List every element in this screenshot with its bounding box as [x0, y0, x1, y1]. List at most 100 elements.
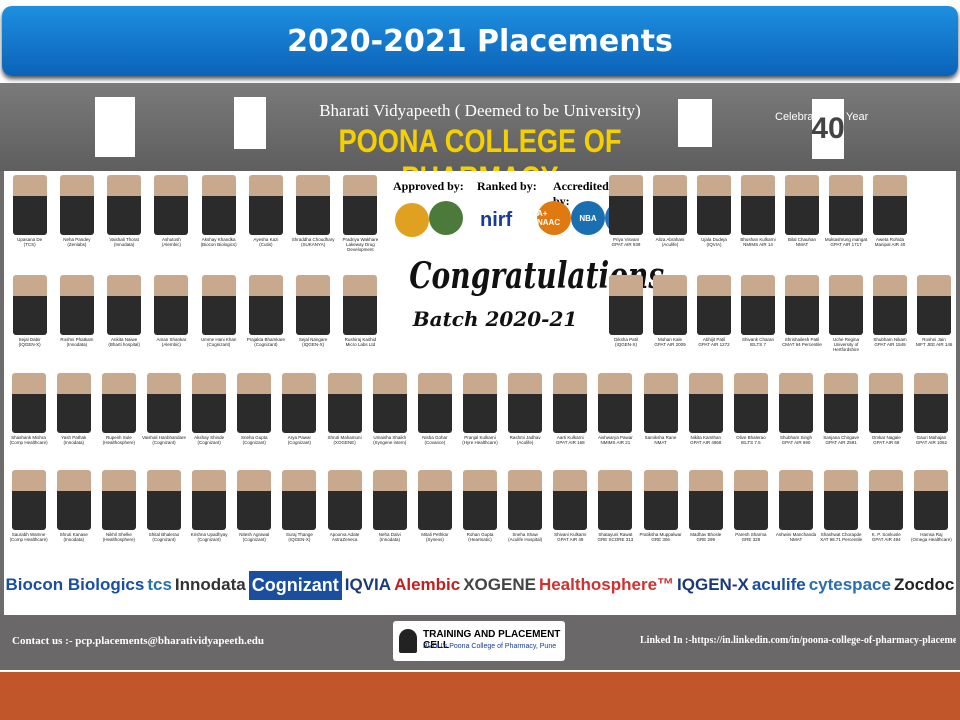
approval-logo — [395, 203, 429, 237]
student-name: Umaisha Shaikh — [373, 435, 407, 440]
recruiter: XOGENE — [463, 575, 536, 594]
student: Umaisha Shaikh (Syngene intern) — [367, 373, 412, 469]
student-placement: (Healthosphere) — [102, 440, 135, 445]
student-placement: NMAT — [789, 537, 803, 542]
student-name: Vaishali Thorat — [109, 237, 139, 242]
student-placement: GRE 299 — [696, 537, 715, 542]
student-name: Shivani Kulkarni — [554, 532, 587, 537]
photo — [56, 373, 91, 433]
student: Shashank Mishra (Comp Healthcare) — [6, 373, 51, 469]
student-name: Samiksha Rane — [644, 435, 677, 440]
student-placement: GRE SCORE 313 — [597, 537, 634, 542]
student-name: Shashwat Chorapde — [820, 532, 862, 537]
student-placement: Lakeway Drug Development — [345, 242, 375, 252]
photo — [146, 470, 181, 530]
recruiter: Cognizant — [248, 570, 342, 600]
footer: Contact us :- pcp.placements@bharatividy… — [0, 615, 960, 670]
student-name: Nikita Kamthan — [690, 435, 721, 440]
photo — [553, 470, 588, 530]
student: Shrishailesh Patil CMAT 94 Percentile — [780, 275, 824, 371]
photo — [914, 373, 949, 433]
student-name: Akshay Khandka — [201, 237, 236, 242]
student-placement: (SUKANYA) — [301, 242, 326, 247]
student: Aarti Kulkarni GPAT AIR 168 — [548, 373, 593, 469]
photo — [417, 470, 452, 530]
student-placement: (Covance) — [424, 440, 446, 445]
recruiter: Biocon Biologics — [5, 575, 145, 594]
photo — [11, 470, 46, 530]
student-placement: (Cognizant) — [152, 537, 176, 542]
student: Mitali Pethkar (Syneos) — [412, 470, 457, 566]
student-placement: GPAT AIR 2009 — [654, 342, 686, 347]
student-placement: GPAT AIR 1549 — [874, 342, 906, 347]
student: Sneha Shaw (Aculife Hospital) — [503, 470, 548, 566]
photo — [237, 373, 272, 433]
student: Rupesh Sule (Healthosphere) — [96, 373, 141, 469]
student-name: Bhushan Kulkarni — [740, 237, 776, 242]
student: Nikhil Shelke (Healthosphere) — [96, 470, 141, 566]
student: Nitesh Agrawal (Cognizant) — [232, 470, 277, 566]
student-name: Nikhil Shelke — [105, 532, 132, 537]
photo — [11, 373, 46, 433]
student-name: Vaishali Hanbhandare — [142, 435, 186, 440]
student: Shashwat Chorapde XAT 98.71 Percentile — [819, 470, 864, 566]
student-name: Ankita Naiwe — [110, 337, 138, 342]
photo — [282, 470, 317, 530]
photo — [733, 373, 768, 433]
student-name: Mohan Kale — [657, 337, 683, 342]
student-placement: (Biocon Biologics) — [200, 242, 237, 247]
student: K. P. Sonkusle GPAT AIR 494 — [864, 470, 909, 566]
student: Vaishali Thorat (Innodata) — [101, 175, 148, 271]
student: Ashutosh (Alembic) — [148, 175, 195, 271]
batch: Batch 2020-21 — [412, 307, 578, 331]
student: Akshay Shinde (Cognizant) — [187, 373, 232, 469]
student-name: Rushiraj Kashid — [344, 337, 377, 342]
student: Rohan Gupta (Heartnatic) — [457, 470, 502, 566]
student-name: Neha Pandey — [63, 237, 91, 242]
student-name: Umme Hani Khan — [200, 337, 237, 342]
student-name: Ayesha Kazi — [253, 237, 279, 242]
student-name: Ashutosh — [161, 237, 181, 242]
student-name: Yash Pathak — [61, 435, 87, 440]
student: Mohan Kale GPAT AIR 2009 — [648, 275, 692, 371]
photo — [343, 175, 378, 235]
student-placement: University of Hertfordshire — [832, 342, 859, 352]
photo — [598, 470, 633, 530]
student-name: Pradnya Wakhare — [342, 237, 379, 242]
student-name: Sejal Nangare — [298, 337, 328, 342]
student-name: Neha Dalvi — [378, 532, 401, 537]
student: Ashwini Manchanda NMAT — [773, 470, 818, 566]
student-placement: Micro Labs Ltd — [345, 342, 376, 347]
photo — [296, 175, 331, 235]
student: Shruti Mahamuni (XOGENE) — [322, 373, 367, 469]
student: Samiksha Rane NMAT — [638, 373, 683, 469]
student-placement: (Alembic) — [161, 342, 181, 347]
photo — [107, 175, 142, 235]
header-title: 2020-2021 Placements — [2, 6, 958, 76]
student-name: Shruti Mahamuni — [327, 435, 362, 440]
student-placement: (IQVIA) — [706, 242, 722, 247]
photo — [598, 373, 633, 433]
student: Prajakta Bhamkare (Cognizant) — [242, 275, 289, 371]
student-name: Madhav Bhosle — [690, 532, 722, 537]
student: Saurabh Wamne (Comp Healthcare) — [6, 470, 51, 566]
recruiter: tcs — [147, 575, 172, 594]
photo — [462, 373, 497, 433]
photo — [107, 275, 142, 335]
student: Gauri Mahajan GPAT AIR 1062 — [909, 373, 954, 469]
photo — [873, 175, 907, 235]
student-name: Shital Bhalerao — [148, 532, 180, 537]
accreditation-logo: NBA — [571, 201, 605, 235]
student-name: Sanjana Chirgave — [823, 435, 860, 440]
student: Pranjal Kulkarni (Hyre Healthcare) — [457, 373, 502, 469]
student-name: Sneha Shaw — [512, 532, 538, 537]
student-name: Hamsa Raj — [920, 532, 943, 537]
photo — [824, 470, 859, 530]
student-name: Gauri Mahajan — [916, 435, 947, 440]
photo — [824, 373, 859, 433]
photo — [697, 175, 731, 235]
student-name: Krishna Upadhyay — [190, 532, 228, 537]
student-name: Akshay Shinde — [194, 435, 225, 440]
student-placement: (Omega Healthcare) — [911, 537, 952, 542]
student-placement: (Syneos) — [425, 537, 444, 542]
